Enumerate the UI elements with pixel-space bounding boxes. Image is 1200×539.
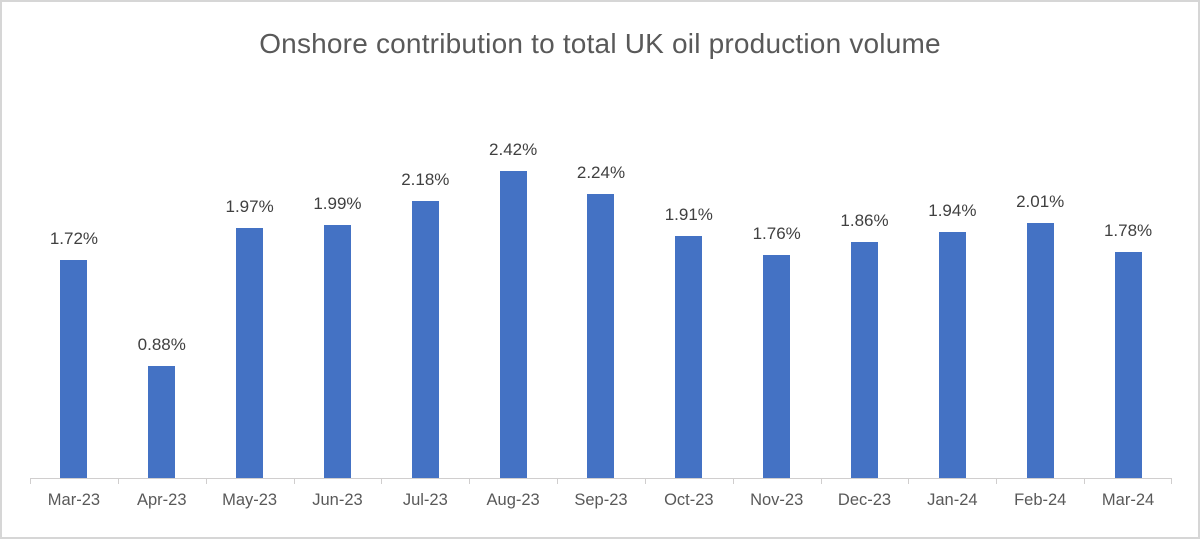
bar-value-label: 1.76% [752, 224, 801, 244]
bar-column: 1.94% [908, 201, 996, 478]
x-axis-label: May-23 [205, 479, 294, 510]
bar [499, 171, 527, 478]
x-axis-label: Mar-24 [1084, 479, 1172, 510]
bar-column: 1.99% [294, 194, 382, 478]
bar-column: 1.86% [821, 211, 909, 478]
bar-value-label: 1.94% [928, 201, 977, 221]
bar [60, 260, 88, 478]
bar [323, 225, 351, 478]
bar-value-label: 2.42% [489, 140, 538, 160]
chart-title: Onshore contribution to total UK oil pro… [259, 28, 941, 59]
bar-column: 0.88% [118, 335, 206, 478]
bar [411, 201, 439, 478]
bar-value-label: 2.01% [1016, 192, 1065, 212]
bar [763, 255, 791, 478]
x-axis-label: Aug-23 [469, 479, 557, 510]
bar-value-label: 1.97% [225, 197, 274, 217]
bar [587, 194, 615, 478]
bar [675, 236, 703, 478]
bar-value-label: 1.86% [840, 211, 889, 231]
x-axis-label: Jun-23 [293, 479, 382, 510]
bar-value-label: 1.72% [49, 229, 99, 249]
bar-column: 1.97% [206, 197, 294, 478]
bar [938, 232, 966, 478]
bar-column: 1.72% [30, 229, 118, 478]
bar-column: 1.78% [1084, 221, 1172, 478]
bar [236, 228, 264, 478]
bar-value-label: 2.24% [576, 163, 626, 183]
x-axis-label: Nov-23 [732, 479, 821, 510]
bar-value-label: 2.18% [401, 170, 450, 190]
bar-column: 2.18% [381, 170, 469, 478]
x-axis-label: Mar-23 [30, 479, 118, 510]
x-axis-label: Dec-23 [820, 479, 909, 510]
x-axis-label: Jul-23 [381, 479, 469, 510]
bar-column: 2.24% [557, 163, 645, 478]
x-axis-label: Feb-24 [996, 479, 1084, 510]
bar-column: 2.42% [469, 140, 557, 478]
bar [1114, 252, 1142, 478]
bar [1026, 223, 1054, 478]
bar [148, 366, 176, 478]
bar-value-label: 1.99% [313, 194, 362, 214]
x-axis-label: Sep-23 [557, 479, 645, 510]
bar-column: 1.91% [645, 205, 733, 478]
x-axis: Mar-23 Apr-23 May-23 Jun-23 Jul-23 Aug-23 Sep-… [30, 478, 1172, 510]
bar-column: 1.76% [733, 224, 821, 478]
x-axis-label: Jan-24 [908, 479, 996, 510]
x-axis-label: Oct-23 [644, 479, 733, 510]
bar-column: 2.01% [996, 192, 1084, 478]
bar-value-label: 1.78% [1103, 221, 1153, 241]
plot-area: 1.72% 0.88% 1.97% 1.99% 2.18% 2.42% 2.24% 1.91%… [30, 140, 1172, 478]
bar [851, 242, 879, 478]
bar-value-label: 1.91% [664, 205, 713, 225]
x-axis-label: Apr-23 [117, 479, 206, 510]
bar-value-label: 0.88% [137, 335, 186, 355]
